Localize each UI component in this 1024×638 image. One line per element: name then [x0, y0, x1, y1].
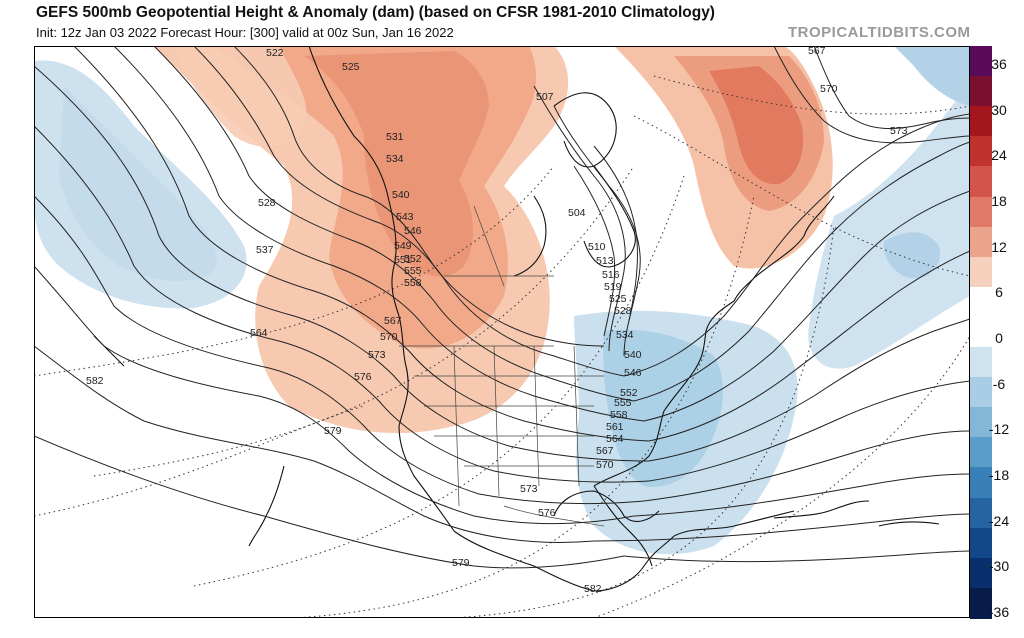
brand-watermark: TROPICALTIDBITS.COM — [788, 24, 971, 41]
label-561: 561 — [606, 421, 624, 433]
colorbar-tick-label: 0 — [995, 330, 1003, 346]
label-522: 522 — [266, 47, 284, 59]
colorbar-segment — [970, 407, 992, 439]
label-567b: 567 — [596, 445, 614, 457]
label-551: 551 — [394, 254, 412, 266]
colorbar-segment — [970, 226, 992, 258]
label-528: 528 — [258, 197, 276, 209]
label-549: 549 — [394, 240, 412, 252]
colorbar-tick-label: 6 — [995, 284, 1003, 301]
colorbar-tick-label: 24 — [991, 147, 1007, 164]
colorbar-segment — [970, 497, 992, 529]
colorbar-segment — [970, 136, 992, 168]
label-537: 537 — [256, 244, 274, 256]
label-570: 570 — [380, 331, 398, 343]
label-573c: 573 — [890, 125, 908, 137]
colorbar-segment — [970, 467, 992, 499]
colorbar-segment — [970, 106, 992, 138]
state-borders — [399, 205, 605, 527]
label-567c: 567 — [808, 46, 826, 57]
label-525b: 525 — [609, 293, 627, 305]
label-504: 504 — [568, 207, 586, 219]
height-contours — [34, 46, 970, 569]
colorbar-segment — [970, 256, 992, 288]
label-558: 558 — [404, 277, 422, 289]
label-576b: 576 — [538, 507, 556, 519]
contour-labels: 522 525 528 531 534 537 540 543 546 549 … — [86, 46, 908, 595]
colorbar-segment — [970, 76, 992, 108]
label-555: 555 — [404, 265, 422, 277]
colorbar-tick-label: 12 — [991, 238, 1007, 255]
negative-anomaly-shading — [34, 46, 970, 555]
label-513: 513 — [596, 255, 614, 267]
label-555b: 555 — [614, 397, 632, 409]
colorbar-segment — [970, 527, 992, 559]
colorbar-segment — [970, 316, 992, 348]
colorbar-tick-label: -18 — [988, 467, 1010, 483]
map-frame — [34, 46, 970, 618]
label-546: 546 — [404, 225, 422, 237]
label-582: 582 — [86, 375, 104, 387]
colorbar-tick-label: -24 — [988, 512, 1010, 529]
label-516: 516 — [602, 269, 620, 281]
label-534: 534 — [386, 153, 404, 165]
positive-anomaly-shading — [34, 46, 833, 434]
label-582b: 582 — [584, 583, 602, 595]
label-552: 552 — [404, 253, 422, 265]
label-579b: 579 — [452, 557, 470, 569]
colorbar-tick-label: 36 — [991, 56, 1007, 72]
label-567: 567 — [384, 315, 402, 327]
label-531: 531 — [386, 131, 404, 143]
graticule — [34, 75, 970, 618]
label-510: 510 — [588, 241, 606, 253]
colorbar-segment — [970, 166, 992, 198]
label-573: 573 — [368, 349, 386, 361]
label-570b: 570 — [596, 459, 614, 471]
colorbar-tick-label: -6 — [992, 375, 1006, 392]
colorbar-segment — [970, 557, 992, 589]
colorbar-segment — [970, 377, 992, 409]
label-576: 576 — [354, 371, 372, 383]
label-564b: 564 — [606, 433, 624, 445]
label-528b: 528 — [614, 305, 632, 317]
label-540: 540 — [392, 189, 410, 201]
label-579: 579 — [324, 425, 342, 437]
init-forecast-valid-line: Init: 12z Jan 03 2022 Forecast Hour: [30… — [36, 25, 454, 40]
colorbar-segment — [970, 196, 992, 228]
label-525: 525 — [342, 61, 360, 73]
colorbar-segment — [970, 286, 992, 318]
colorbar-segment — [970, 587, 992, 619]
colorbar-segment — [970, 46, 992, 77]
map-panel: 522 525 528 531 534 537 540 543 546 549 … — [34, 46, 970, 618]
chart-title: GEFS 500mb Geopotential Height & Anomaly… — [36, 4, 715, 21]
colorbar — [970, 46, 992, 619]
label-564: 564 — [250, 327, 268, 339]
label-540b: 540 — [624, 349, 642, 361]
label-543: 543 — [396, 211, 414, 223]
map-svg: 522 525 528 531 534 537 540 543 546 549 … — [34, 46, 970, 618]
coastlines — [93, 46, 940, 592]
label-558b: 558 — [610, 409, 628, 421]
colorbar-tick-label: 30 — [991, 101, 1007, 118]
label-573b: 573 — [520, 483, 538, 495]
colorbar-tick-label: -12 — [988, 421, 1010, 438]
colorbar-segment — [970, 437, 992, 469]
colorbar-segment — [970, 347, 992, 379]
colorbar-tick-label: -30 — [988, 558, 1010, 575]
colorbar-tick-label: -36 — [988, 604, 1010, 620]
label-507: 507 — [536, 91, 554, 103]
label-570c: 570 — [820, 83, 838, 95]
label-534b: 534 — [616, 329, 634, 341]
label-519: 519 — [604, 281, 622, 293]
colorbar-tick-label: 18 — [991, 193, 1007, 209]
label-546b: 546 — [624, 367, 642, 379]
label-552b: 552 — [620, 387, 638, 399]
